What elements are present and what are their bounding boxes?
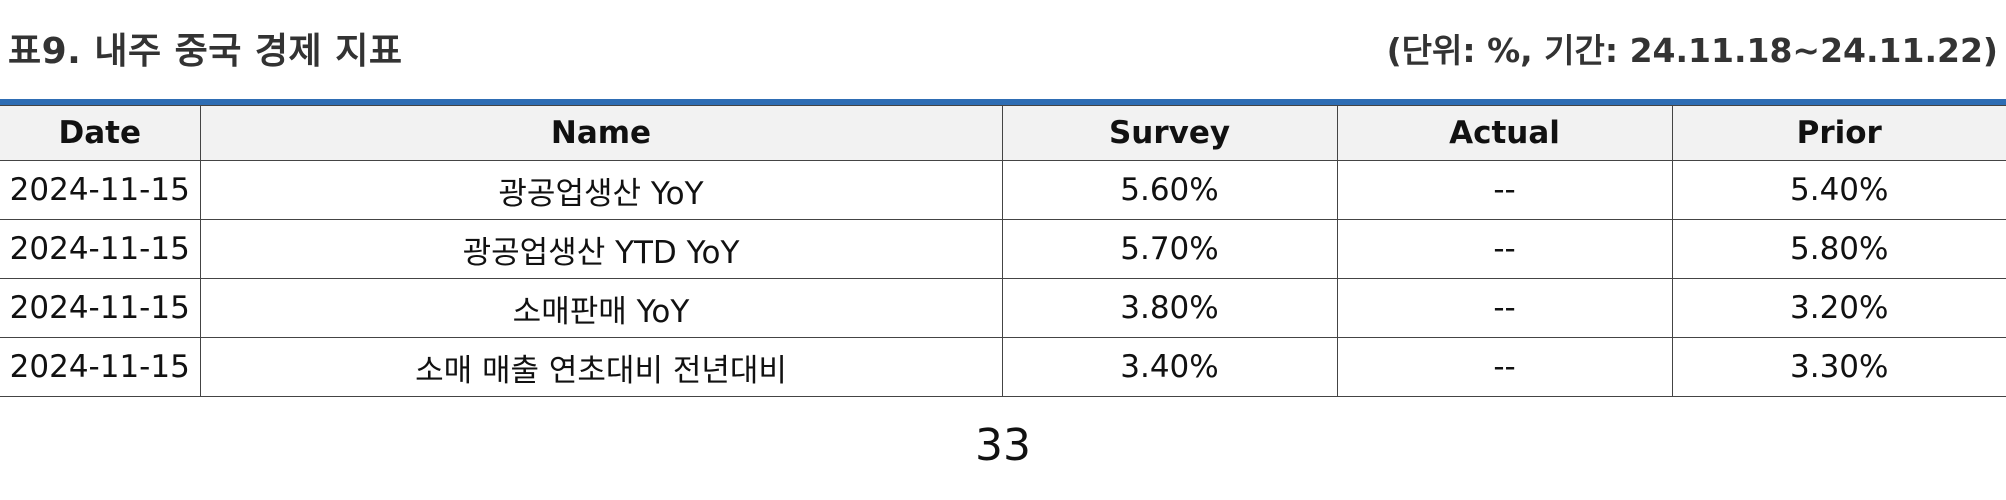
cell-survey: 3.80% <box>1001 278 1338 338</box>
cell-survey: 5.70% <box>1001 219 1338 279</box>
column-header-survey: Survey <box>1001 105 1338 161</box>
economic-indicators-table: Date Name Survey Actual Prior 2024-11-15… <box>0 105 2006 397</box>
cell-name: 광공업생산 YoY <box>199 160 1003 220</box>
title-rule <box>0 99 2006 105</box>
cell-prior: 5.40% <box>1671 160 2006 220</box>
column-header-date: Date <box>0 105 201 161</box>
cell-name: 광공업생산 YTD YoY <box>199 219 1003 279</box>
column-header-prior: Prior <box>1671 105 2006 161</box>
cell-prior: 3.30% <box>1671 337 2006 397</box>
cell-actual: -- <box>1336 278 1673 338</box>
cell-actual: -- <box>1336 337 1673 397</box>
cell-date: 2024-11-15 <box>0 278 201 338</box>
cell-name: 소매 매출 연초대비 전년대비 <box>199 337 1003 397</box>
column-header-actual: Actual <box>1336 105 1673 161</box>
column-header-name: Name <box>199 105 1003 161</box>
table-row: 2024-11-15 소매 매출 연초대비 전년대비 3.40% -- 3.30… <box>0 337 2006 397</box>
cell-survey: 5.60% <box>1001 160 1338 220</box>
table-row: 2024-11-15 광공업생산 YoY 5.60% -- 5.40% <box>0 160 2006 220</box>
cell-prior: 3.20% <box>1671 278 2006 338</box>
table-row: 2024-11-15 소매판매 YoY 3.80% -- 3.20% <box>0 278 2006 338</box>
cell-actual: -- <box>1336 160 1673 220</box>
table-header-row: Date Name Survey Actual Prior <box>0 105 2006 161</box>
table-title: 표9. 내주 중국 경제 지표 <box>8 31 403 72</box>
unit-note: (단위: %, 기간: 24.11.18~24.11.22) <box>1386 31 1998 70</box>
cell-date: 2024-11-15 <box>0 160 201 220</box>
page-number: 33 <box>975 420 1031 471</box>
cell-name: 소매판매 YoY <box>199 278 1003 338</box>
table-row: 2024-11-15 광공업생산 YTD YoY 5.70% -- 5.80% <box>0 219 2006 279</box>
cell-actual: -- <box>1336 219 1673 279</box>
cell-prior: 5.80% <box>1671 219 2006 279</box>
cell-survey: 3.40% <box>1001 337 1338 397</box>
cell-date: 2024-11-15 <box>0 219 201 279</box>
cell-date: 2024-11-15 <box>0 337 201 397</box>
